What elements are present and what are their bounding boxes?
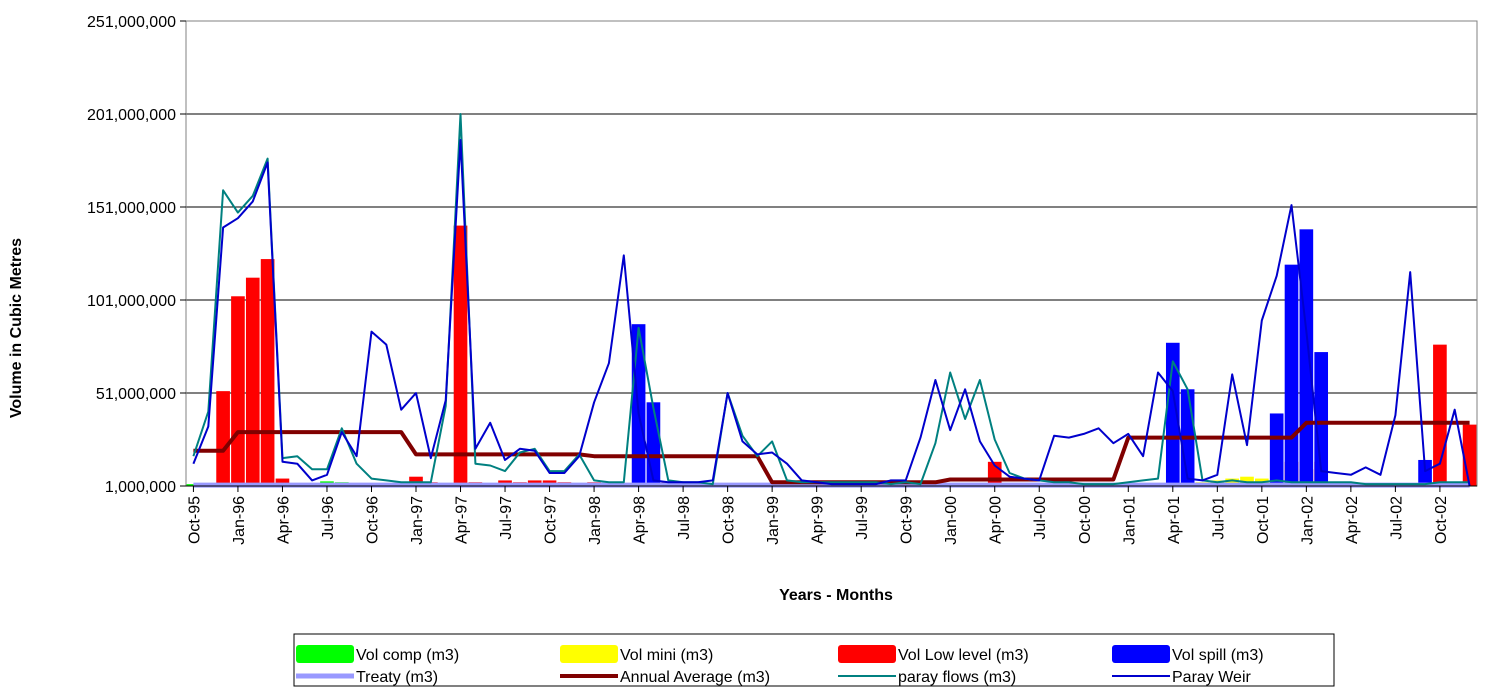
bar: [231, 296, 245, 486]
line-series: [192, 113, 1471, 488]
series-line-paray-flows-m3-: [192, 113, 1470, 486]
y-tick-label: 51,000,000: [96, 386, 176, 403]
x-tick-label: Apr-02: [1344, 496, 1361, 544]
bar: [260, 259, 275, 486]
y-tick-label: 201,000,000: [87, 107, 176, 124]
bar: [1284, 264, 1299, 486]
x-tick-label: Oct-02: [1433, 496, 1450, 544]
legend-item: Vol comp (m3): [296, 645, 459, 664]
legend-swatch: [560, 645, 618, 663]
legend-item: Vol mini (m3): [560, 645, 713, 664]
x-tick-label: Jul-96: [320, 496, 337, 540]
x-tick-label: Jan-00: [943, 496, 960, 545]
x-tick-label: Jul-98: [676, 496, 693, 540]
legend-item: Treaty (m3): [296, 669, 438, 686]
legend-item: Paray Weir: [1112, 669, 1252, 686]
x-tick-label: Oct-01: [1255, 496, 1272, 544]
bar: [275, 478, 290, 486]
series-line-paray-weir: [192, 139, 1471, 487]
x-tick-label: Apr-01: [1166, 496, 1183, 544]
x-tick-label: Jul-00: [1032, 496, 1049, 540]
x-tick-label: Oct-97: [543, 496, 560, 544]
bar: [1418, 459, 1432, 486]
x-tick-label: Apr-98: [632, 496, 649, 544]
x-tick-label: Jan-01: [1121, 496, 1138, 545]
bar: [453, 225, 468, 486]
x-tick-label: Oct-96: [364, 496, 381, 544]
y-tick-label: 101,000,000: [87, 293, 176, 310]
x-tick-label: Apr-00: [988, 496, 1005, 544]
x-tick-label: Jan-02: [1299, 496, 1316, 545]
x-tick-label: Jul-01: [1210, 496, 1227, 540]
x-axis-title: Years - Months: [779, 587, 893, 604]
y-axis-ticks: 1,000,000 51,000,000 101,000,000 151,000,00…: [87, 14, 186, 496]
x-tick-label: Apr-99: [810, 496, 827, 544]
bar: [216, 391, 230, 486]
x-tick-label: Jan-98: [587, 496, 604, 545]
x-axis-ticks: Oct-95 Jan-96 Apr-96 Jul-96 Oct-96 Jan-97 Apr-…: [186, 485, 1477, 545]
x-tick-label: Oct-00: [1077, 496, 1094, 544]
x-tick-label: Jul-02: [1388, 496, 1405, 540]
legend-label: paray flows (m3): [898, 669, 1016, 686]
legend-label: Annual Average (m3): [620, 669, 770, 686]
legend-swatch: [838, 645, 896, 663]
x-tick-label: Apr-97: [454, 496, 471, 544]
legend-item: Annual Average (m3): [560, 669, 770, 686]
legend-item: paray flows (m3): [838, 669, 1016, 686]
y-tick-label: 251,000,000: [87, 14, 176, 31]
x-tick-label: Oct-95: [186, 496, 203, 544]
x-tick-label: Apr-96: [275, 496, 292, 544]
bar: [1299, 229, 1314, 486]
bar: [1269, 413, 1284, 486]
legend-swatch: [1112, 645, 1170, 663]
x-tick-label: Oct-98: [721, 496, 738, 544]
x-tick-label: Jan-96: [231, 496, 248, 545]
legend: Vol comp (m3) Vol mini (m3) Vol Low level …: [293, 633, 1335, 687]
legend-item: Vol spill (m3): [1112, 645, 1264, 664]
legend-label: Paray Weir: [1172, 669, 1252, 686]
legend-label: Vol spill (m3): [1172, 647, 1264, 664]
legend-label: Treaty (m3): [356, 669, 438, 686]
x-tick-label: Jul-97: [498, 496, 515, 540]
x-tick-label: Oct-99: [899, 496, 916, 544]
bar-series: [186, 225, 1477, 486]
legend-swatch: [296, 645, 354, 663]
legend-item: Vol Low level (m3): [838, 645, 1029, 664]
y-axis-title: Volume in Cubic Metres: [8, 238, 25, 418]
bar: [1462, 424, 1477, 486]
legend-label: Vol Low level (m3): [898, 647, 1029, 664]
bar: [1165, 342, 1180, 486]
x-tick-label: Jan-99: [765, 496, 782, 545]
x-tick-label: Jul-99: [854, 496, 871, 540]
legend-label: Vol comp (m3): [356, 647, 459, 664]
x-tick-label: Jan-97: [409, 496, 426, 545]
legend-label: Vol mini (m3): [620, 647, 713, 664]
bar: [646, 402, 661, 486]
y-tick-label: 1,000,000: [105, 479, 176, 496]
bar: [1225, 478, 1239, 486]
y-tick-label: 151,000,000: [87, 200, 176, 217]
bar: [245, 277, 260, 486]
bar: [1314, 352, 1329, 486]
